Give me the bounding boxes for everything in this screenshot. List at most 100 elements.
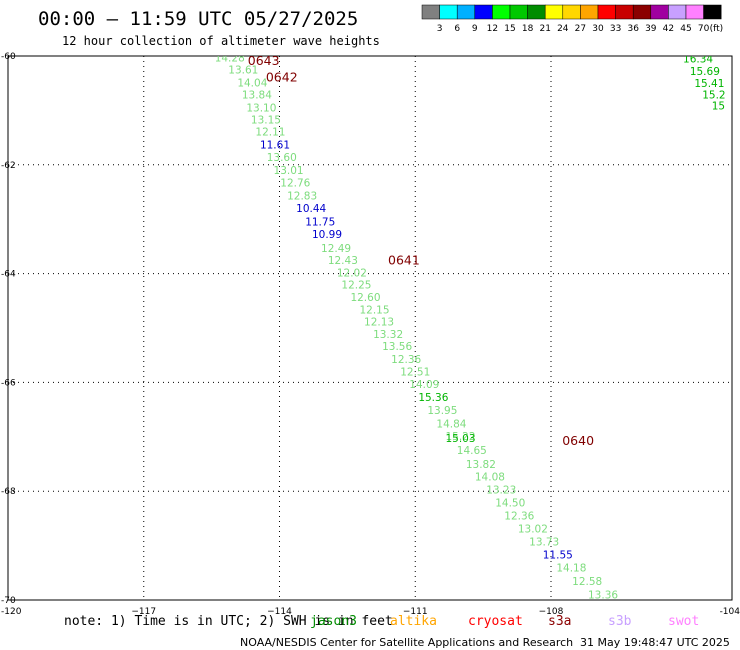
colorbar-label: 12 (487, 24, 498, 34)
wave-height-label: 14.09 (409, 379, 439, 391)
satellite-legend-s3a: s3a (548, 614, 571, 629)
satellite-legend-jason3: jason3 (310, 614, 357, 629)
colorbar-swatch (703, 4, 722, 20)
colorbar-swatch (439, 4, 458, 20)
wave-height-label: 12.13 (364, 316, 394, 328)
wave-height-label: 15.69 (690, 66, 720, 78)
wave-height-label: 15.03 (445, 433, 475, 445)
colorbar-label: 45 (680, 24, 691, 34)
wave-height-label: 12.43 (328, 255, 358, 267)
plot-area (7, 55, 733, 601)
wave-height-label: 13.95 (427, 405, 457, 417)
satellite-legend: jason3 altika cryosat s3a s3b swot (310, 614, 699, 629)
colorbar-swatch (544, 4, 564, 20)
wave-height-label: 14.84 (436, 419, 466, 431)
time-label: 0640 (562, 433, 594, 448)
wave-height-label: 11.75 (305, 217, 335, 229)
satellite-legend-altika: altika (390, 614, 437, 629)
x-corner-label-right: -104 (720, 607, 740, 617)
wave-height-label: 15.41 (694, 78, 724, 90)
x-tick-label: −114 (267, 607, 292, 617)
colorbar-label: 42 (663, 24, 674, 34)
colorbar-label: 15 (504, 24, 515, 34)
wave-height-label: 15.2 (702, 89, 725, 101)
wave-height-label: 13.74 (604, 602, 634, 614)
colorbar-label: 9 (472, 24, 478, 34)
wave-height-label: 13.73 (529, 537, 559, 549)
wave-height-label: 13.56 (382, 341, 412, 353)
grid (8, 56, 732, 600)
wave-height-label: 12.49 (321, 243, 351, 255)
y-tick-label: -64 (1, 270, 16, 280)
y-tick-label: -60 (1, 52, 16, 62)
colorbar-swatch (509, 4, 528, 20)
colorbar-swatch (632, 4, 652, 20)
colorbar-swatch (685, 4, 704, 20)
x-tick-label: −117 (131, 607, 156, 617)
y-tick-label: -70 (1, 596, 16, 606)
chart-subtitle: 12 hour collection of altimeter wave hei… (62, 34, 380, 48)
wave-height-label: 11.61 (260, 139, 290, 151)
colorbar-label: 24 (557, 24, 569, 34)
wave-height-label: 13.61 (228, 64, 258, 76)
wave-height-label: 12.83 (287, 191, 317, 203)
satellite-legend-cryosat: cryosat (468, 614, 523, 629)
colorbar-swatch (597, 4, 616, 20)
wave-height-label: 12.60 (350, 292, 380, 304)
y-tick-label: -68 (1, 487, 16, 497)
wave-height-label: 14.04 (237, 77, 267, 89)
wave-height-label: 14.08 (475, 471, 505, 483)
colorbar-swatch (456, 4, 476, 20)
colorbar-swatch (668, 4, 687, 20)
wave-height-label: 13.32 (373, 329, 403, 341)
colorbar-legend: 3 6 9 12 15 18 21 24 27 30 33 36 39 42 45 70 (ft) (421, 4, 724, 34)
footer-timestamp: 31 May 19:48:47 UTC 2025 (580, 636, 730, 649)
colorbar-label: 39 (645, 24, 657, 34)
y-tick-label: -62 (1, 161, 16, 171)
y-tick-label: -66 (1, 378, 16, 388)
satellite-legend-s3b: s3b (608, 614, 632, 629)
x-tick-label: −108 (539, 607, 564, 617)
wave-height-label: 10.44 (296, 203, 326, 215)
wave-height-label: 12.15 (359, 304, 389, 316)
time-label: 0642 (266, 70, 298, 85)
colorbar-label: 30 (592, 24, 604, 34)
wave-height-label: 16.34 (683, 54, 713, 66)
time-label: 0643 (248, 53, 280, 68)
wave-height-label: 15.36 (418, 392, 448, 404)
chart-title: 00:00 – 11:59 UTC 05/27/2025 (38, 8, 358, 30)
wave-height-label: 13.23 (486, 484, 516, 496)
colorbar-label: 21 (539, 24, 550, 34)
colorbar-label: 27 (575, 24, 586, 34)
wave-height-label: 13.36 (588, 589, 618, 601)
time-labels: 0643 0642 0641 0640 (248, 53, 594, 448)
note-text: note: 1) Time is in UTC; 2) SWH is in fe… (64, 614, 393, 629)
colorbar-swatch (562, 4, 581, 20)
wave-height-label: 11.55 (543, 550, 573, 562)
time-label: 0641 (388, 252, 420, 267)
wave-height-label: 13.60 (267, 152, 297, 164)
colorbar-label: 70 (698, 24, 710, 34)
wave-height-label: 15.22 (445, 431, 475, 443)
wave-height-label: 12.11 (255, 126, 285, 138)
wave-height-label: 12.25 (341, 279, 371, 291)
colorbar-label: 36 (627, 24, 639, 34)
colorbar-label: 3 (437, 24, 443, 34)
colorbar-unit: (ft) (710, 24, 724, 34)
colorbar-swatch (421, 4, 440, 20)
wave-height-label: 13.82 (466, 459, 496, 471)
wave-height-label: 13.10 (246, 102, 276, 114)
colorbar-swatch (615, 4, 634, 20)
wave-height-label: 12.36 (391, 354, 421, 366)
wave-height-label: 13.15 (251, 114, 281, 126)
colorbar-label: 33 (610, 24, 621, 34)
wave-height-label: 14.65 (457, 445, 487, 457)
wave-height-label: 10.99 (312, 229, 342, 241)
colorbar-swatch (527, 4, 546, 20)
colorbar-swatch (580, 4, 599, 20)
wave-height-label: 12.36 (504, 510, 534, 522)
wave-height-label: 12.51 (400, 366, 430, 378)
colorbar-swatch (650, 4, 669, 20)
wave-height-label: 13.84 (242, 89, 272, 101)
